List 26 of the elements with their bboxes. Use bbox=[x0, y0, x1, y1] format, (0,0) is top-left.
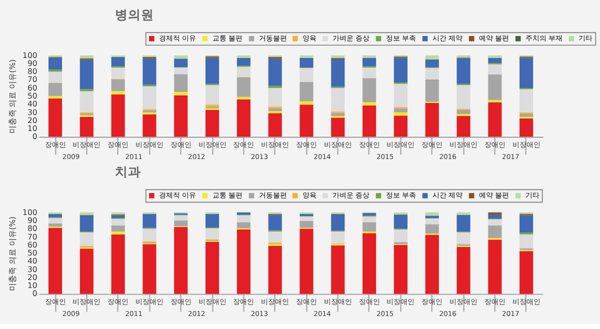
y-tick-label: 90 bbox=[27, 216, 38, 225]
y-tick-label: 40 bbox=[27, 100, 38, 109]
y-tick-label: 70 bbox=[27, 232, 38, 242]
y-tick-label: 30 bbox=[27, 264, 38, 274]
chart-title: 병의원 bbox=[115, 7, 154, 22]
y-tick-label: 20 bbox=[27, 272, 38, 282]
y-tick-label: 10 bbox=[27, 124, 38, 134]
y-tick-label: 60 bbox=[27, 240, 38, 250]
y-tick-label: 100 bbox=[22, 50, 38, 60]
y-axis-title: 미충족 의료 이유(%) bbox=[8, 59, 17, 134]
y-axis-title: 미충족 의료 이유(%) bbox=[8, 216, 17, 291]
y-tick-label: 50 bbox=[27, 248, 38, 258]
y-tick-label: 30 bbox=[27, 108, 38, 117]
y-tick-label: 70 bbox=[27, 75, 38, 84]
y-tick-label: 10 bbox=[27, 281, 38, 290]
y-tick-label: 40 bbox=[27, 256, 38, 266]
chart-title: 치과 bbox=[115, 164, 142, 180]
y-tick-label: 20 bbox=[27, 116, 38, 125]
y-tick-label: 80 bbox=[27, 67, 38, 76]
y-tick-label: 80 bbox=[27, 224, 38, 234]
y-tick-label: 60 bbox=[27, 83, 38, 92]
y-tick-label: 0 bbox=[32, 132, 38, 142]
y-tick-label: 50 bbox=[27, 92, 38, 101]
y-tick-label: 0 bbox=[32, 289, 38, 298]
y-tick-label: 100 bbox=[22, 208, 38, 217]
y-tick-label: 90 bbox=[27, 58, 38, 68]
